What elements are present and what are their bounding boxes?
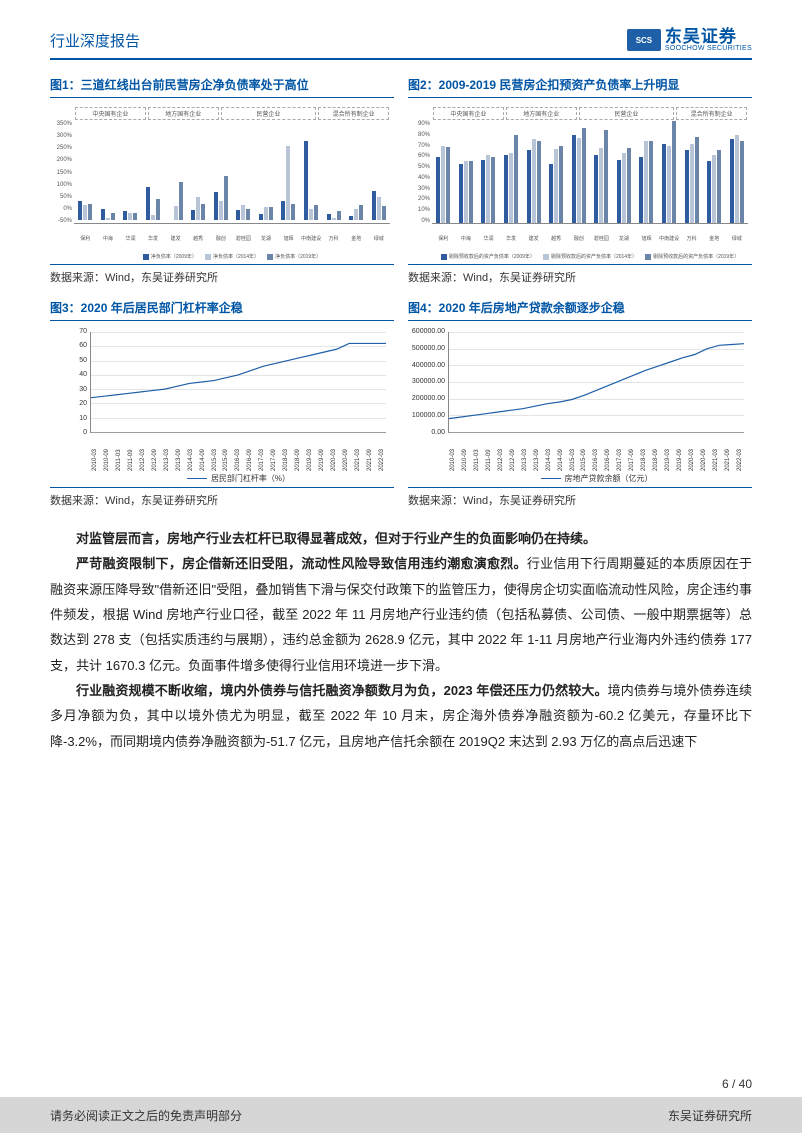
p1-bold: 对监管层而言，房地产行业去杠杆已取得显著成效，但对于行业产生的负面影响仍在持续。 <box>76 531 596 546</box>
chart-2: 图2：2009-2019 民营房企扣预资产负债率上升明显 90%80%70%60… <box>408 76 752 285</box>
chart-2-area: 90%80%70%60%50%40%30%20%10%0%中央国有企业地方国有企… <box>408 102 752 262</box>
chart-3: 图3：2020 年后居民部门杠杆率企稳 7060504030201002010-… <box>50 299 394 508</box>
footer-disclaimer: 请务必阅读正文之后的免责声明部分 <box>50 1107 242 1124</box>
logo-cn-text: 东吴证券 <box>665 28 752 45</box>
chart-1-source: 数据来源：Wind，东吴证券研究所 <box>50 264 394 285</box>
footer-institute: 东吴证券研究所 <box>668 1107 752 1124</box>
p2-rest: 行业信用下行周期蔓延的本质原因在于融资来源压降导致"借新还旧"受阻，叠加销售下滑… <box>50 556 752 672</box>
page-header: 行业深度报告 SCS 东吴证券 SOOCHOW SECURITIES <box>50 28 752 52</box>
chart-4: 图4：2020 年后房地产贷款余额逐步企稳 600000.00500000.00… <box>408 299 752 508</box>
chart-2-title: 图2：2009-2019 民营房企扣预资产负债率上升明显 <box>408 76 752 93</box>
chart-4-source: 数据来源：Wind，东吴证券研究所 <box>408 487 752 508</box>
chart-3-source: 数据来源：Wind，东吴证券研究所 <box>50 487 394 508</box>
chart-1: 图1：三道红线出台前民营房企净负债率处于高位 350%300%250%200%1… <box>50 76 394 285</box>
header-divider <box>50 58 752 60</box>
page-footer: 6 / 40 请务必阅读正文之后的免责声明部分 东吴证券研究所 <box>0 1077 802 1133</box>
p3-bold: 行业融资规模不断收缩，境内外债券与信托融资净额数月为负，2023 年偿还压力仍然… <box>76 683 608 698</box>
page-number: 6 / 40 <box>0 1077 802 1097</box>
chart-2-source: 数据来源：Wind，东吴证券研究所 <box>408 264 752 285</box>
logo-icon: SCS <box>627 29 661 51</box>
charts-row-2: 图3：2020 年后居民部门杠杆率企稳 7060504030201002010-… <box>50 299 752 508</box>
logo-en-text: SOOCHOW SECURITIES <box>665 45 752 52</box>
report-type-label: 行业深度报告 <box>50 30 140 51</box>
chart-1-title: 图1：三道红线出台前民营房企净负债率处于高位 <box>50 76 394 93</box>
chart-3-area: 7060504030201002010-032010-092011-032011… <box>50 325 394 485</box>
charts-row-1: 图1：三道红线出台前民营房企净负债率处于高位 350%300%250%200%1… <box>50 76 752 285</box>
chart-4-title: 图4：2020 年后房地产贷款余额逐步企稳 <box>408 299 752 316</box>
chart-4-area: 600000.00500000.00400000.00300000.002000… <box>408 325 752 485</box>
chart-3-title: 图3：2020 年后居民部门杠杆率企稳 <box>50 299 394 316</box>
p2-bold: 严苛融资限制下，房企借新还旧受阻，流动性风险导致信用违约潮愈演愈烈。 <box>76 556 527 571</box>
company-logo: SCS 东吴证券 SOOCHOW SECURITIES <box>627 28 752 52</box>
chart-1-area: 350%300%250%200%150%100%50%0%-50%中央国有企业地… <box>50 102 394 262</box>
body-text: 对监管层而言，房地产行业去杠杆已取得显著成效，但对于行业产生的负面影响仍在持续。… <box>50 526 752 754</box>
